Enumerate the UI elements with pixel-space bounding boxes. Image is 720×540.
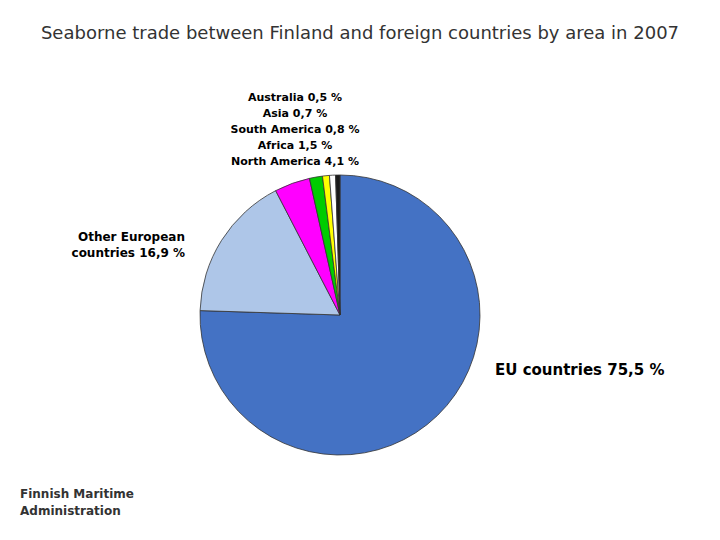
html-text:Finnish Maritime Administratio: Finnish Maritime Administration <box>20 487 134 519</box>
html-text:Seaborne trade between Finland: Seaborne trade between Finland and forei… <box>40 22 679 43</box>
svg-text:Australia 0,5 %: Australia 0,5 % <box>248 91 342 104</box>
svg-text:Other Europeancountries 16,9: Other Europeancountries 16,9 % <box>72 230 185 260</box>
svg-text:Africa 1,5 %: Africa 1,5 % <box>258 139 333 152</box>
svg-text:EU countries 75,5 %: EU countries 75,5 % <box>495 361 665 379</box>
svg-text:North America 4,1 %: North America 4,1 % <box>231 155 359 168</box>
svg-text:Asia 0,7 %: Asia 0,7 % <box>263 107 327 120</box>
svg-text:South America 0,8 %: South America 0,8 % <box>231 123 360 136</box>
